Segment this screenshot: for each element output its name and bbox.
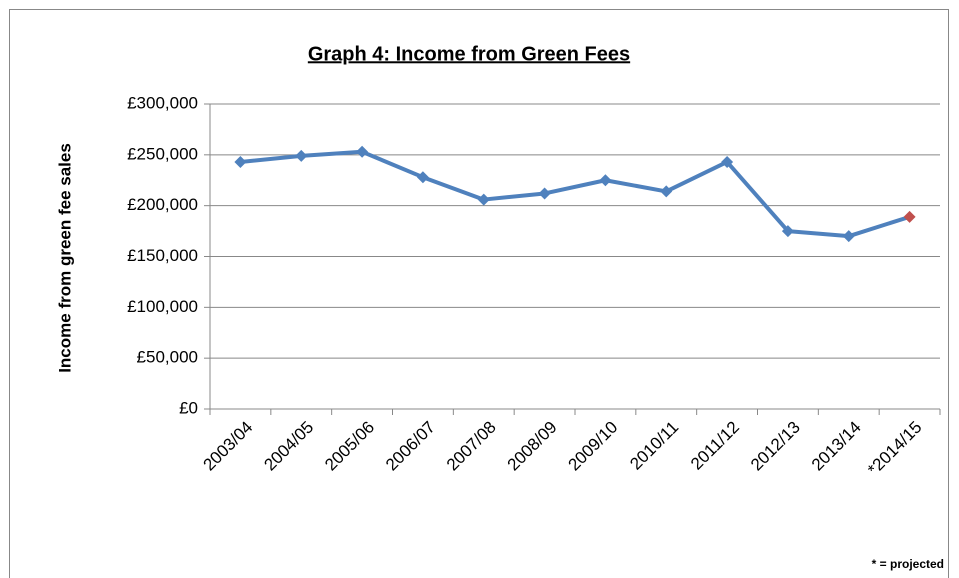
footnote: * = projected <box>872 557 944 571</box>
data-point <box>477 193 490 206</box>
y-axis-label: Income from green fee sales <box>55 143 74 373</box>
y-tick-label: £100,000 <box>127 297 198 316</box>
chart-title: Graph 4: Income from Green Fees <box>308 43 630 65</box>
data-point <box>781 225 794 238</box>
data-point <box>416 171 429 184</box>
y-tick-label: £150,000 <box>127 246 198 265</box>
data-point <box>538 187 551 200</box>
y-tick-label: £50,000 <box>137 348 198 367</box>
data-point <box>842 230 855 243</box>
data-point <box>295 149 308 162</box>
data-point <box>903 210 916 223</box>
data-point <box>599 174 612 187</box>
data-point <box>660 185 673 198</box>
y-tick-label: £0 <box>179 398 198 417</box>
data-line <box>240 149 911 239</box>
y-tick-label: £300,000 <box>127 93 198 112</box>
y-tick-label: £200,000 <box>127 195 198 214</box>
data-point <box>234 155 247 168</box>
data-point <box>721 155 734 168</box>
y-tick-label: £250,000 <box>127 144 198 163</box>
data-point <box>356 145 369 158</box>
